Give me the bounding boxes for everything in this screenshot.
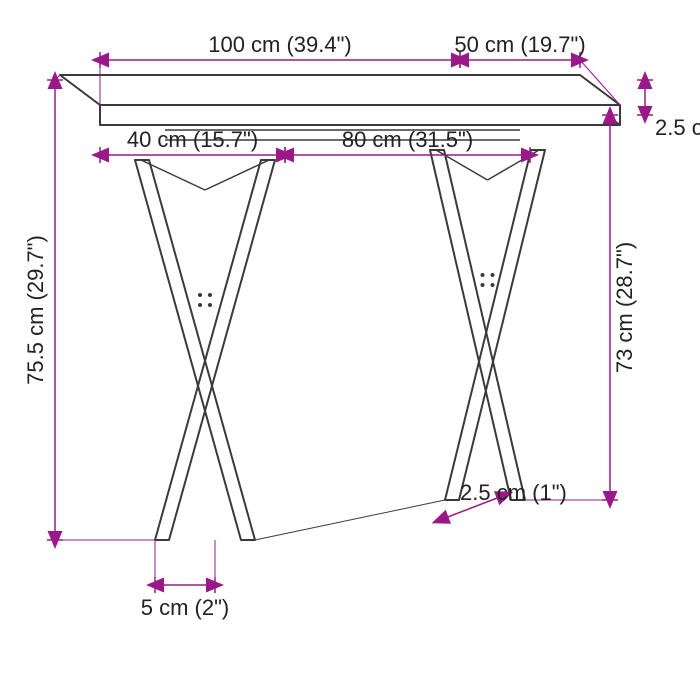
dimension-label: 2.5 cm (1") — [460, 480, 567, 505]
dimension-label: 75.5 cm (29.7") — [23, 235, 48, 385]
table-top — [60, 75, 620, 125]
dimension-label: 80 cm (31.5") — [342, 127, 473, 152]
dimension-label: 5 cm (2") — [141, 595, 229, 620]
dimension-label: 50 cm (19.7") — [454, 32, 585, 57]
dimension-label: 73 cm (28.7") — [612, 242, 637, 373]
dimension-label: 100 cm (39.4") — [208, 32, 352, 57]
floor-edge — [255, 500, 445, 540]
table-leg — [155, 160, 275, 540]
table-leg — [430, 150, 525, 500]
dimension-label: 40 cm (15.7") — [127, 127, 258, 152]
table-leg — [135, 160, 255, 540]
dimension-label: 2.5 cm (1") — [655, 115, 700, 140]
table-leg — [445, 150, 545, 500]
